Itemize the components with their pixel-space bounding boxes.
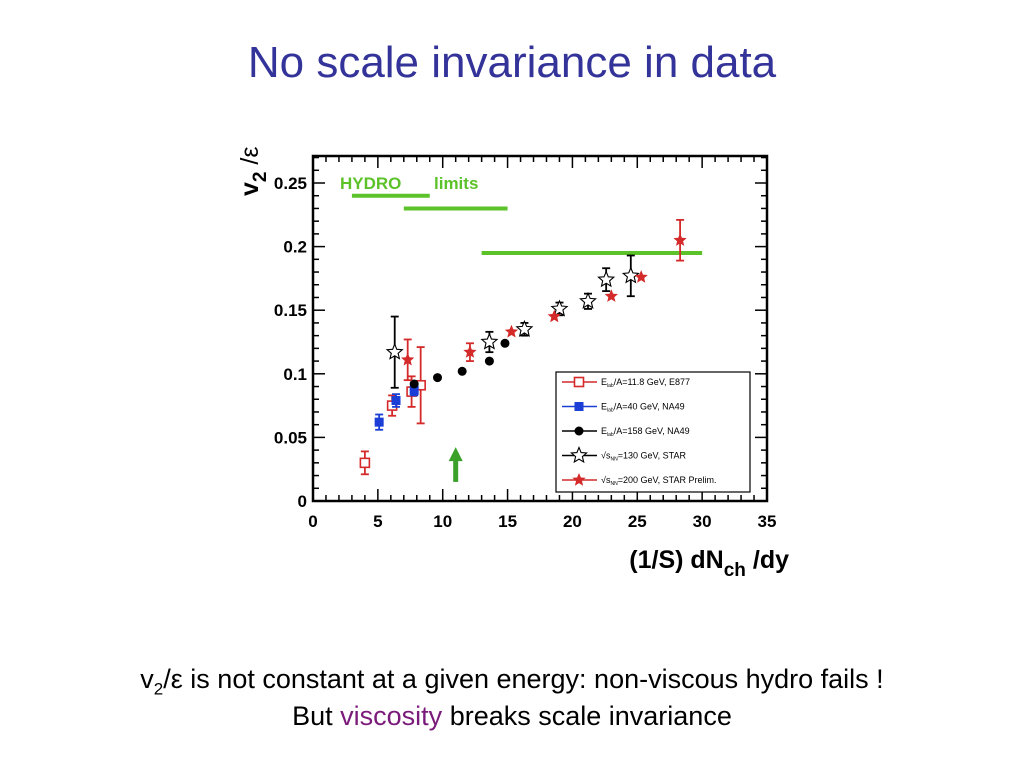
y-tick-label: 0.25: [274, 174, 307, 193]
data-point: [504, 324, 519, 338]
x-tick-label: 5: [373, 512, 382, 531]
data-point: [374, 417, 384, 427]
slide-title: No scale invariance in data: [247, 38, 777, 87]
data-series: [385, 254, 640, 389]
data-point: [500, 338, 510, 348]
x-tick-label: 25: [628, 512, 647, 531]
data-point: [385, 342, 404, 360]
data-point: [550, 299, 569, 317]
x-axis-title: (1/S) dNch /dy: [629, 546, 789, 581]
data-point: [515, 319, 534, 337]
data-point: [391, 396, 401, 406]
x-tick-label: 20: [563, 512, 582, 531]
legend-entry: √sNN=200 GeV, STAR Prelim.: [562, 473, 716, 487]
legend-label: √sNN=130 GeV, STAR: [601, 451, 686, 463]
y-tick-label: 0.15: [274, 301, 307, 320]
data-point: [359, 457, 371, 469]
data-series: [374, 384, 419, 431]
legend-entry: Elab/A=11.8 GeV, E877: [562, 376, 690, 389]
data-point: [573, 376, 585, 388]
caption-line-1: v2/ε is not constant at a given energy: …: [140, 664, 884, 699]
legend-label: Elab/A=40 GeV, NA49: [601, 402, 685, 414]
y-tick-label: 0.1: [283, 365, 307, 384]
x-tick-label: 0: [308, 512, 317, 531]
y-tick-label: 0.2: [283, 238, 307, 257]
legend-entry: √sNN=130 GeV, STAR: [562, 446, 686, 464]
data-point: [574, 402, 584, 411]
data-point: [433, 373, 443, 383]
data-point: [570, 446, 588, 464]
data-series: [401, 218, 687, 382]
legend: Elab/A=11.8 GeV, E877 Elab/A=40 GeV, NA49…: [555, 371, 751, 493]
data-point: [409, 379, 419, 389]
y-axis-title: v2 /ε: [236, 146, 271, 196]
data-series: [409, 338, 510, 389]
data-point: [621, 266, 640, 284]
legend-label: √sNN=200 GeV, STAR Prelim.: [601, 475, 716, 487]
viscosity-highlight: viscosity: [340, 701, 443, 731]
data-point: [547, 309, 561, 323]
legend-entry: Elab/A=40 GeV, NA49: [562, 402, 685, 414]
data-point: [579, 291, 597, 309]
x-tick-label: 30: [693, 512, 712, 531]
x-tick-label: 35: [758, 512, 777, 531]
hydro-label-limits: limits: [434, 174, 478, 193]
data-point: [574, 426, 584, 436]
data-point: [463, 345, 477, 358]
data-point: [409, 385, 419, 395]
y-tick-label: 0: [298, 492, 307, 511]
caption-line-2: But viscosity breaks scale invariance: [292, 701, 732, 731]
arrow-head: [448, 447, 463, 462]
data-point: [597, 270, 616, 288]
hydro-label: HYDRO: [340, 174, 401, 193]
legend-label: Elab/A=11.8 GeV, E877: [601, 377, 690, 389]
x-tick-label: 15: [498, 512, 517, 531]
data-point: [572, 473, 586, 486]
data-point: [673, 233, 687, 246]
data-point: [634, 270, 648, 283]
x-tick-label: 10: [433, 512, 452, 531]
data-point: [484, 356, 494, 366]
legend-box: [555, 371, 751, 493]
data-point: [604, 289, 618, 302]
data-point: [480, 332, 499, 350]
data-point: [457, 366, 467, 376]
tick-marks: [312, 156, 768, 502]
data-point: [401, 352, 415, 366]
y-tick-label: 0.05: [274, 428, 307, 447]
legend-entry: Elab/A=158 GeV, NA49: [562, 426, 690, 438]
legend-label: Elab/A=158 GeV, NA49: [601, 426, 690, 438]
scatter-chart: 0 5 10 15 20 25 30 35 0 0.05 0.1 0.15 0.2 0.25 (1/S) d…: [236, 146, 789, 581]
